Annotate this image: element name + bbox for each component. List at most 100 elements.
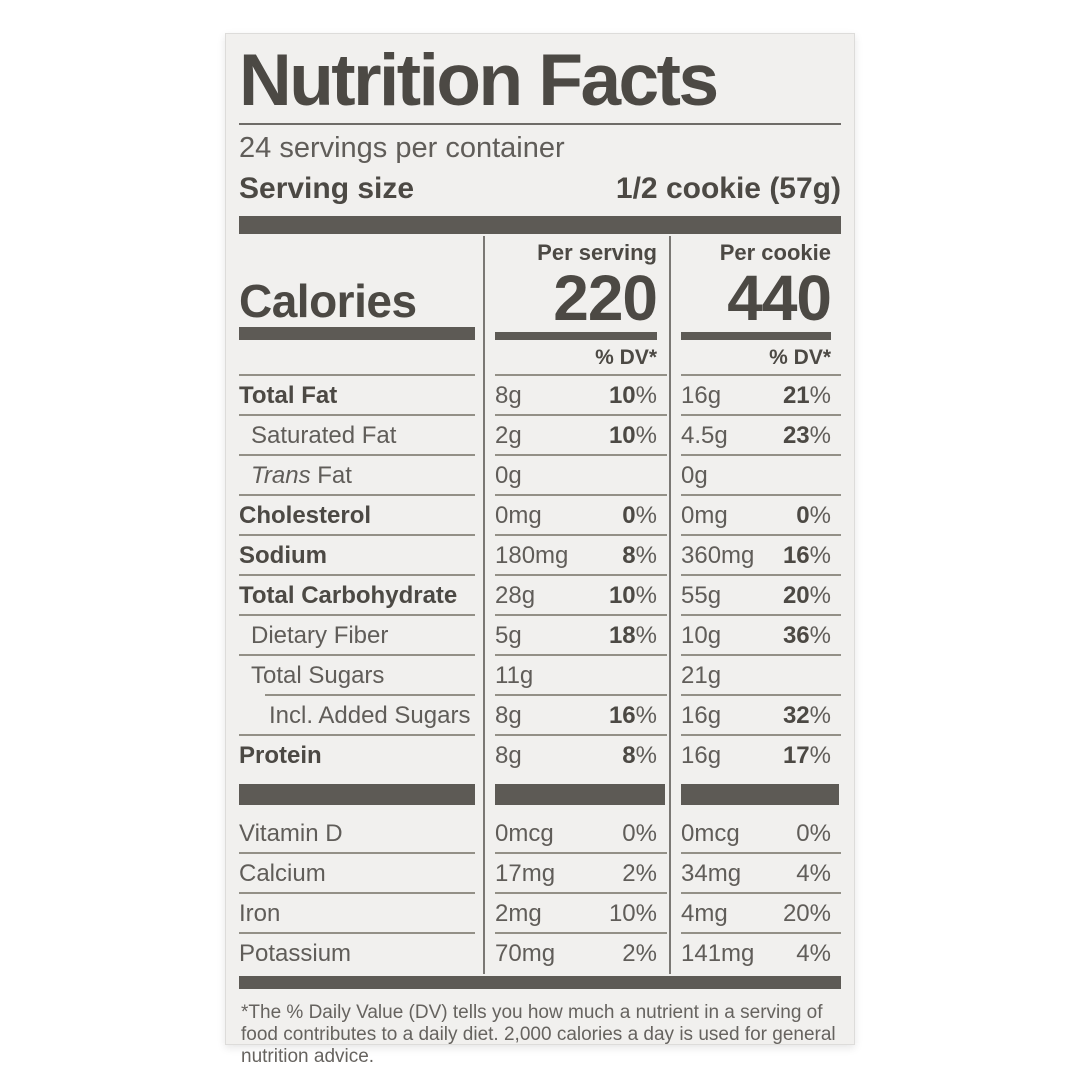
amount: 2mg: [495, 900, 542, 928]
per-serving-cell: 2g 10%: [483, 416, 669, 457]
section-bar-top: [239, 216, 841, 235]
nutrient-name: Total Sugars: [251, 662, 385, 690]
daily-value: 4%: [796, 860, 831, 888]
nutrient-name-cell: Trans Fat: [239, 456, 483, 497]
section-bar-bottom: [239, 976, 841, 990]
daily-value: 2%: [622, 860, 657, 888]
calories-underbar: [495, 332, 657, 341]
daily-value: 16%: [782, 542, 831, 570]
calories-cell: Calories: [239, 236, 483, 341]
nutrient-name-cell: Cholesterol: [239, 496, 483, 537]
per-cookie-cell: 21g: [669, 656, 843, 697]
nutrient-name-cell: Total Sugars: [239, 656, 483, 697]
per-serving-cell: 8g 8%: [483, 736, 669, 777]
per-serving-cell: 11g: [483, 656, 669, 697]
per-serving-calories-cell: Per serving 220: [483, 236, 669, 341]
serving-size-row: Serving size 1/2 cookie (57g): [239, 172, 841, 206]
per-cookie-cell: 55g 20%: [669, 576, 843, 617]
daily-value: 20%: [782, 582, 831, 610]
dv-header-per-serving: % DV*: [483, 340, 669, 377]
amount: 4.5g: [681, 422, 728, 450]
micronutrient-name-cell: Calcium: [239, 854, 483, 895]
amount: 0mcg: [495, 820, 554, 848]
section-bar-mid: [483, 776, 669, 815]
per-serving-cell: 0mcg 0%: [483, 814, 669, 855]
nutrient-name: Vitamin D: [239, 820, 343, 848]
amount: 2g: [495, 422, 522, 450]
daily-value: 10%: [608, 382, 657, 410]
daily-value: 10%: [608, 582, 657, 610]
daily-value: 18%: [608, 622, 657, 650]
daily-value: 17%: [782, 742, 831, 770]
nutrient-name: Dietary Fiber: [251, 622, 389, 650]
amount: 16g: [681, 382, 722, 410]
amount: 5g: [495, 622, 522, 650]
nutrient-name-cell: Saturated Fat: [239, 416, 483, 457]
daily-value: 36%: [782, 622, 831, 650]
per-serving-cell: 0mg 0%: [483, 496, 669, 537]
nutrient-name: Cholesterol: [239, 502, 372, 530]
daily-value: 0%: [796, 820, 831, 848]
per-cookie-calories-value: 440: [727, 262, 832, 335]
nutrient-name-cell: Incl. Added Sugars: [239, 696, 483, 737]
serving-size-value: 1/2 cookie (57g): [615, 172, 841, 206]
per-cookie-cell: 360mg 16%: [669, 536, 843, 577]
nutrient-name: Potassium: [239, 940, 352, 968]
per-cookie-cell: 10g 36%: [669, 616, 843, 657]
per-cookie-cell: 34mg 4%: [669, 854, 843, 895]
daily-value: 16%: [608, 702, 657, 730]
daily-value: 20%: [782, 900, 831, 928]
bar-segment: [495, 784, 665, 806]
daily-value: 10%: [608, 422, 657, 450]
amount: 28g: [495, 582, 536, 610]
amount: 55g: [681, 582, 722, 610]
nutrition-facts-label: Nutrition Facts 24 servings per containe…: [225, 33, 855, 1067]
per-serving-cell: 8g 16%: [483, 696, 669, 737]
per-cookie-cell: 0mcg 0%: [669, 814, 843, 855]
amount: 34mg: [681, 860, 742, 888]
nutrition-facts-title: Nutrition Facts: [239, 40, 719, 121]
daily-value: 2%: [622, 940, 657, 968]
daily-value: 32%: [782, 702, 831, 730]
micronutrient-name-cell: Vitamin D: [239, 814, 483, 855]
nutrient-name-cell: Total Fat: [239, 376, 483, 417]
per-cookie-cell: 0mg 0%: [669, 496, 843, 537]
servings-per-container: 24 servings per container: [239, 132, 565, 165]
nutrient-name: Total Fat: [239, 382, 338, 410]
amount: 21g: [681, 662, 722, 690]
per-cookie-cell: 16g 17%: [669, 736, 843, 777]
daily-value: 10%: [608, 900, 657, 928]
amount: 4mg: [681, 900, 728, 928]
amount: 180mg: [495, 542, 569, 570]
nutrient-name-cell: Dietary Fiber: [239, 616, 483, 657]
nutrient-name: Total Carbohydrate: [239, 582, 458, 610]
amount: 8g: [495, 702, 522, 730]
amount: 8g: [495, 742, 522, 770]
per-cookie-cell: 0g: [669, 456, 843, 497]
daily-value-footnote: *The % Daily Value (DV) tells you how mu…: [241, 1002, 836, 1068]
daily-value: 0%: [622, 502, 657, 530]
per-serving-cell: 2mg 10%: [483, 894, 669, 935]
nutrient-name-cell: Protein: [239, 736, 483, 776]
amount: 0mg: [681, 502, 728, 530]
daily-value: 21%: [782, 382, 831, 410]
daily-value: 8%: [622, 742, 657, 770]
per-serving-cell: 8g 10%: [483, 376, 669, 417]
nutrient-name: Iron: [239, 900, 281, 928]
daily-value: 0%: [796, 502, 831, 530]
per-cookie-cell: 16g 32%: [669, 696, 843, 737]
micronutrient-name-cell: Iron: [239, 894, 483, 935]
daily-value: 23%: [782, 422, 831, 450]
nutrient-name: Calcium: [239, 860, 326, 888]
calories-underbar: [681, 332, 831, 341]
per-cookie-cell: 16g 21%: [669, 376, 843, 417]
calories-word: Calories: [239, 275, 417, 328]
per-cookie-cell: 141mg 4%: [669, 934, 843, 975]
per-serving-header: Per serving: [537, 240, 657, 266]
nutrient-name: Saturated Fat: [251, 422, 397, 450]
amount: 0mcg: [681, 820, 740, 848]
dv-header-text: % DV*: [769, 346, 831, 370]
dv-header-text: % DV*: [595, 346, 657, 370]
nutrient-name: Protein: [239, 742, 322, 770]
per-cookie-cell: 4mg 20%: [669, 894, 843, 935]
